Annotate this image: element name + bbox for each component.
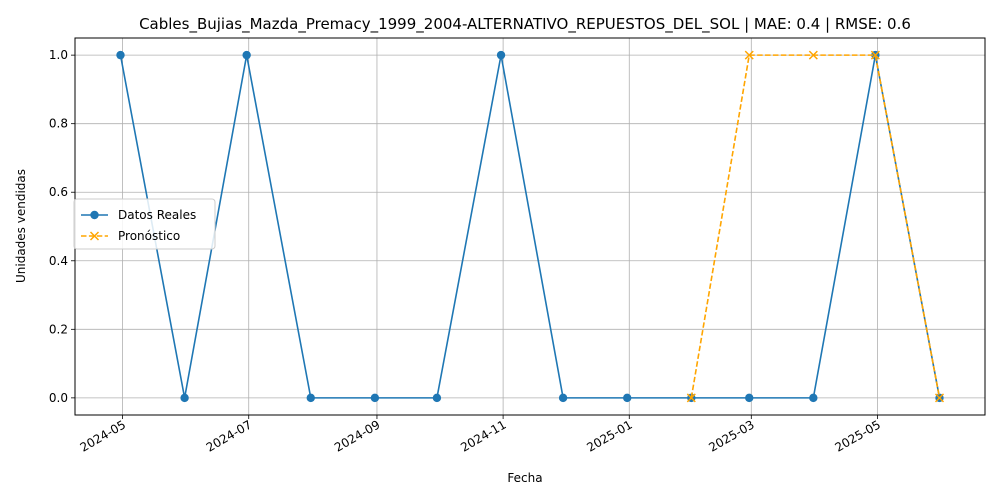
x-tick-label: 2025-03 [706, 417, 756, 454]
x-tick-label: 2024-05 [78, 417, 128, 454]
x-axis-label: Fecha [507, 471, 542, 485]
data-point-datos-reales [180, 393, 189, 403]
x-tick-label: 2025-01 [584, 417, 634, 454]
data-point-pronostico [870, 50, 880, 60]
x-tick-label: 2024-09 [332, 417, 382, 454]
legend-x-marker [89, 231, 100, 241]
y-tick-label: 0.0 [49, 391, 68, 405]
data-point-datos-reales [370, 393, 380, 403]
data-point-datos-reales [558, 393, 568, 403]
y-tick-label: 0.8 [49, 117, 68, 131]
data-point-pronostico [744, 50, 754, 60]
series [116, 50, 945, 403]
y-axis-label: Unidades vendidas [14, 169, 28, 283]
series-pronostico [686, 50, 945, 403]
data-point-datos-reales [242, 50, 251, 60]
legend-frame [73, 198, 216, 250]
data-point-datos-reales [745, 393, 754, 403]
series-line-datos-reales [119, 54, 941, 399]
legend-label-pronostico: Pronóstico [118, 229, 180, 243]
legend-marker-datos-reales [90, 210, 99, 220]
y-tick-label: 0.6 [49, 185, 68, 199]
data-point-pronostico [808, 50, 818, 60]
x-axis-ticks: 2024-05 2024-07 2024-09 2024-11 2025-01 2025-… [78, 415, 883, 455]
y-axis-ticks: 0.0 0.2 0.4 0.6 0.8 1.0 [49, 48, 75, 405]
data-point-datos-reales [623, 393, 632, 403]
data-point-datos-reales [306, 393, 315, 403]
data-point-pronostico [686, 393, 696, 403]
y-tick-label: 0.4 [49, 254, 68, 268]
data-point-datos-reales [432, 393, 442, 403]
data-point-datos-reales [496, 50, 506, 60]
y-tick-label: 0.2 [49, 322, 68, 336]
legend: Datos Reales Pronóstico [73, 198, 216, 250]
series-line-pronostico [690, 54, 941, 399]
chart-title: Cables_Bujias_Mazda_Premacy_1999_2004-AL… [139, 15, 911, 34]
x-tick-label: 2024-07 [204, 417, 254, 454]
x-tick-label: 2024-11 [458, 417, 508, 454]
data-point-datos-reales [116, 50, 125, 60]
data-point-datos-reales [809, 393, 818, 403]
x-tick-label: 2025-05 [833, 417, 883, 454]
data-point-pronostico [934, 393, 945, 403]
legend-marker-pronostico [89, 231, 100, 241]
series-datos-reales [116, 50, 944, 403]
legend-label-datos-reales: Datos Reales [118, 208, 196, 222]
y-tick-label: 1.0 [49, 48, 68, 62]
